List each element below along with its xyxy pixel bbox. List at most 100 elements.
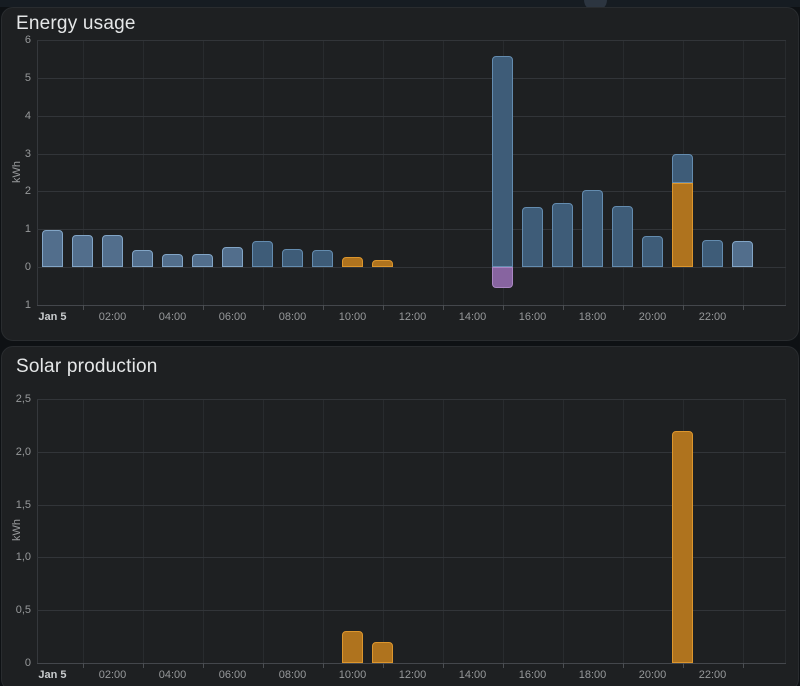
horizontal-gridline xyxy=(37,399,786,400)
bar-tariff_low-h0[interactable] xyxy=(42,230,63,268)
bar-tariff_high-h17[interactable] xyxy=(552,202,573,268)
bar-tariff_high-h21[interactable] xyxy=(672,153,693,184)
x-axis-line xyxy=(37,305,786,306)
bar-tariff_low-h23[interactable] xyxy=(732,240,753,268)
x-tick-label: Jan 5 xyxy=(38,311,67,323)
x-axis-tick xyxy=(442,305,444,310)
bar-grid_return-h15[interactable] xyxy=(492,267,513,288)
energy-usage-card xyxy=(1,7,799,341)
y-tick-label: 4 xyxy=(24,109,31,122)
y-tick-label: 1 xyxy=(24,223,31,236)
bar-tariff_high-h16[interactable] xyxy=(522,207,543,268)
y-tick-label: 1 xyxy=(24,299,31,311)
vertical-gridline xyxy=(442,399,444,663)
x-axis-tick xyxy=(202,305,204,310)
bar-tariff_high-h9[interactable] xyxy=(312,250,333,268)
x-tick-label: 04:00 xyxy=(158,311,187,323)
bar-tariff_high-h7[interactable] xyxy=(252,241,273,268)
status-notch xyxy=(584,0,607,11)
horizontal-gridline xyxy=(37,40,786,41)
bar-tariff_low-h6[interactable] xyxy=(222,247,243,268)
y-tick-label: 0 xyxy=(24,657,31,669)
x-axis-tick xyxy=(742,305,744,310)
x-axis-tick xyxy=(442,663,444,668)
bar-tariff_low-h4[interactable] xyxy=(162,253,183,268)
bar-solar-h21[interactable] xyxy=(672,430,693,663)
vertical-gridline xyxy=(262,40,264,305)
energy-usage-title: Energy usage xyxy=(16,13,136,34)
horizontal-gridline xyxy=(37,267,786,269)
x-tick-label: 04:00 xyxy=(158,669,187,681)
x-tick-label: 02:00 xyxy=(98,669,127,681)
y-tick-label: 2 xyxy=(24,185,31,198)
bar-solar-h11[interactable] xyxy=(372,259,393,268)
bar-tariff_low-h1[interactable] xyxy=(72,234,93,268)
x-axis-tick xyxy=(202,663,204,668)
bar-solar-h10[interactable] xyxy=(342,256,363,268)
horizontal-gridline xyxy=(37,229,786,231)
bar-tariff_high-h18[interactable] xyxy=(582,190,603,268)
x-tick-label: 16:00 xyxy=(518,311,547,323)
y-tick-label: 2,0 xyxy=(15,445,31,458)
horizontal-gridline xyxy=(37,153,786,155)
x-tick-label: 02:00 xyxy=(98,311,127,323)
vertical-gridline xyxy=(742,40,744,305)
x-axis-line xyxy=(37,663,786,664)
bar-tariff_high-h8[interactable] xyxy=(282,248,303,268)
horizontal-gridline xyxy=(37,504,786,506)
y-tick-label: 1,0 xyxy=(15,551,31,564)
vertical-gridline xyxy=(82,399,84,663)
x-axis-tick xyxy=(502,305,504,310)
horizontal-gridline xyxy=(37,191,786,193)
x-tick-label: 18:00 xyxy=(578,669,607,681)
energy-usage-plot: 6 5 4 3 2 1 0 1 Jan 5 02:00 04:00 06:00 08:00 10:00 12… xyxy=(11,34,786,323)
bar-tariff_low-h2[interactable] xyxy=(102,235,123,268)
vertical-gridline xyxy=(382,40,384,305)
x-axis-tick xyxy=(382,305,384,310)
x-tick-label: 14:00 xyxy=(458,311,487,323)
x-tick-label: 22:00 xyxy=(698,669,727,681)
x-axis-tick xyxy=(382,663,384,668)
vertical-gridline xyxy=(442,40,444,305)
horizontal-gridline xyxy=(37,451,786,453)
bar-tariff_low-h3[interactable] xyxy=(132,249,153,268)
vertical-gridline xyxy=(785,399,786,663)
bar-solar-h21[interactable] xyxy=(672,183,693,268)
vertical-gridline xyxy=(785,40,786,305)
y-tick-label: 0 xyxy=(24,261,31,274)
x-axis-tick xyxy=(682,305,684,310)
vertical-gridline xyxy=(622,40,624,305)
x-axis-tick xyxy=(562,663,564,668)
bar-tariff_high-h20[interactable] xyxy=(642,236,663,268)
x-axis-tick xyxy=(742,663,744,668)
top-app-bar-edge xyxy=(0,0,800,7)
x-axis-tick xyxy=(82,663,84,668)
y-tick-label: 3 xyxy=(24,147,31,160)
x-tick-label: 12:00 xyxy=(398,669,427,681)
vertical-gridline xyxy=(622,399,624,663)
x-tick-label: 08:00 xyxy=(278,311,307,323)
y-tick-label: 5 xyxy=(24,71,31,84)
y-tick-label: 1,5 xyxy=(15,498,31,511)
vertical-gridline xyxy=(142,40,144,305)
x-tick-label: 06:00 xyxy=(218,669,247,681)
horizontal-gridline xyxy=(37,77,786,79)
bar-solar-h11[interactable] xyxy=(372,641,393,663)
x-axis-tick xyxy=(322,663,324,668)
y-tick-label: 6 xyxy=(24,34,31,46)
horizontal-gridline xyxy=(37,610,786,612)
y-tick-label: 0,5 xyxy=(15,604,31,617)
vertical-gridline xyxy=(262,399,264,663)
vertical-gridline xyxy=(502,399,504,663)
bar-solar-h10[interactable] xyxy=(342,631,363,663)
vertical-gridline xyxy=(562,40,564,305)
x-axis-tick xyxy=(142,663,144,668)
bar-tariff_high-h19[interactable] xyxy=(612,205,633,268)
bar-tariff_low-h5[interactable] xyxy=(192,254,213,268)
vertical-gridline xyxy=(202,399,204,663)
bar-tariff_high-h22[interactable] xyxy=(702,239,723,268)
vertical-gridline xyxy=(322,40,324,305)
vertical-gridline xyxy=(202,40,204,305)
bar-tariff_high-h15[interactable] xyxy=(492,55,513,268)
